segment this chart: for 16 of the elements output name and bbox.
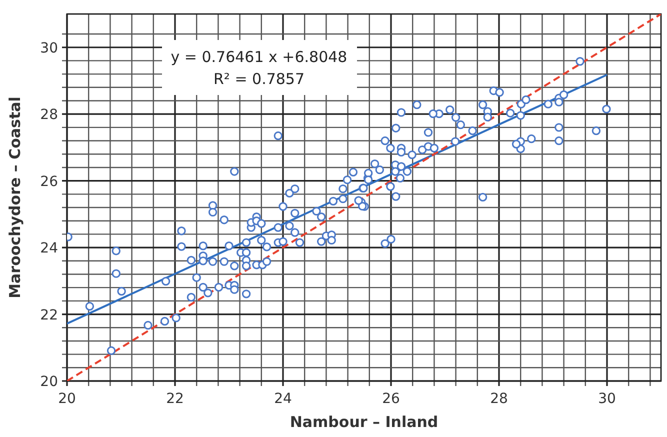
x-tick-label: 20 (58, 391, 76, 407)
x-tick-label: 24 (274, 391, 292, 407)
y-tick-label: 24 (40, 240, 58, 257)
y-axis-title: Maroochydore – Coastal (6, 96, 24, 298)
x-tick-label: 28 (490, 391, 508, 407)
y-tick-label: 30 (40, 40, 58, 56)
y-tick-label: 20 (40, 374, 58, 390)
x-tick-label: 30 (598, 391, 616, 407)
y-tick-label: 28 (40, 107, 58, 124)
annotation: y = 0.76461 x +6.8048 (170, 48, 348, 66)
x-tick-label: 22 (166, 391, 184, 407)
y-tick-label: 22 (40, 307, 58, 324)
annotation: R² = 0.7857 (213, 70, 305, 88)
y-tick-label: 26 (40, 174, 58, 190)
x-tick-label: 26 (382, 391, 400, 407)
x-axis-title: Nambour – Inland (290, 413, 438, 431)
